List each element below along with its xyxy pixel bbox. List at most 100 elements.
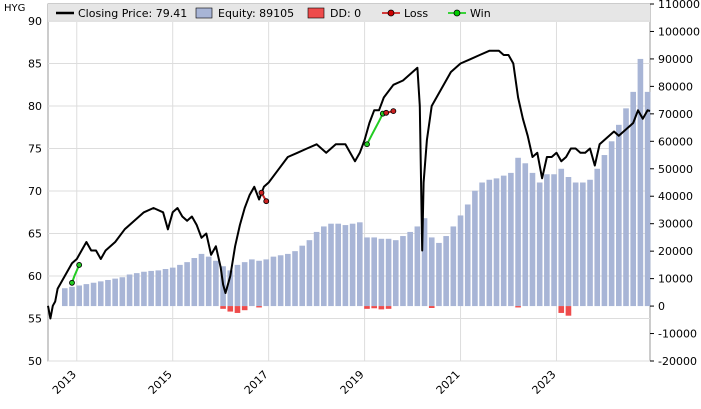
- right-tick-label: 100000: [658, 25, 700, 38]
- right-tick-label: 60000: [658, 135, 693, 148]
- legend-swatch-box: [307, 7, 325, 19]
- equity-bar: [205, 256, 212, 307]
- equity-bar: [213, 260, 219, 307]
- equity-bar: [544, 174, 550, 307]
- equity-bar: [529, 172, 536, 307]
- left-tick-label: 55: [28, 313, 42, 326]
- left-tick-label: 85: [28, 58, 42, 71]
- drawdown-bar: [515, 306, 521, 308]
- equity-bar: [486, 179, 493, 307]
- x-tick-label: 2013: [50, 368, 79, 397]
- equity-bar: [551, 174, 557, 307]
- left-tick-label: 90: [28, 15, 42, 28]
- equity-bar: [371, 237, 377, 307]
- equity-bar: [644, 91, 651, 307]
- drawdown-bar: [220, 306, 226, 309]
- equity-bar: [630, 91, 637, 307]
- legend-swatch-box: [195, 7, 213, 19]
- right-tick-label: 110000: [658, 0, 700, 11]
- loss-trade-marker: [263, 198, 270, 205]
- equity-bar: [450, 226, 457, 307]
- right-tick-label: -10000: [658, 328, 697, 341]
- equity-bar: [637, 58, 644, 307]
- equity-bar: [392, 240, 399, 307]
- left-tick-label: 75: [28, 143, 42, 156]
- equity-bar: [256, 260, 262, 307]
- equity-bars: [61, 58, 651, 307]
- equity-bar: [558, 168, 565, 307]
- equity-bar: [148, 270, 154, 307]
- equity-bar: [385, 238, 392, 307]
- equity-bar: [90, 282, 97, 307]
- legend-label-dd: DD: 0: [330, 7, 361, 20]
- equity-bar: [536, 182, 543, 307]
- equity-bar: [83, 284, 90, 307]
- equity-bar: [263, 259, 270, 307]
- x-tick-label: 2023: [530, 368, 559, 397]
- legend-swatch-marker: [387, 9, 395, 17]
- ticker-label: HYG: [4, 3, 25, 14]
- equity-bar: [105, 279, 111, 307]
- win-trade-marker: [69, 279, 75, 286]
- equity-bar: [436, 242, 442, 307]
- drawdown-bar: [378, 306, 385, 310]
- axes-layer: 50 55 60 65 70 75 80 85 90 2013 2015 2017 2019 2021 20…: [28, 0, 700, 397]
- equity-bar: [177, 264, 183, 307]
- equity-bar: [616, 124, 622, 307]
- loss-trade-marker: [390, 108, 397, 114]
- equity-bar: [227, 270, 234, 307]
- right-tick-label: 50000: [658, 163, 693, 176]
- equity-bar: [580, 182, 586, 307]
- drawdown-bar: [428, 306, 435, 308]
- equity-bar: [97, 281, 104, 307]
- right-tick-label: 40000: [658, 190, 693, 203]
- equity-bar: [572, 182, 579, 307]
- equity-bar: [169, 267, 176, 307]
- equity-bar: [313, 231, 320, 307]
- equity-bar: [198, 253, 205, 307]
- equity-bar: [587, 179, 593, 307]
- equity-bar: [249, 259, 255, 307]
- right-tick-label: 0: [658, 300, 665, 313]
- equity-bar: [321, 226, 327, 307]
- equity-bar: [601, 155, 608, 307]
- equity-bar: [407, 231, 413, 307]
- equity-bar: [356, 222, 363, 307]
- win-trade-marker: [76, 262, 83, 268]
- equity-bar: [349, 223, 356, 307]
- legend-label-loss: Loss: [404, 7, 428, 20]
- win-trade-marker: [364, 141, 370, 148]
- equity-bar: [378, 238, 385, 307]
- drawdown-bar: [234, 306, 241, 313]
- equity-bar: [69, 286, 75, 307]
- equity-bar: [277, 255, 284, 307]
- drawdown-bar: [241, 306, 248, 311]
- left-tick-label: 50: [28, 355, 42, 368]
- drawdown-bar: [558, 306, 565, 313]
- right-tick-label: 30000: [658, 218, 693, 231]
- right-tick-label: 90000: [658, 53, 693, 66]
- equity-bar: [414, 226, 421, 307]
- equity-bar: [522, 163, 529, 307]
- equity-bar: [335, 223, 342, 307]
- legend-swatch-marker: [453, 9, 461, 17]
- right-tick-label: 70000: [658, 108, 693, 121]
- right-tick-label: -20000: [658, 355, 697, 368]
- equity-bar: [443, 236, 449, 307]
- x-tick-label: 2021: [434, 368, 463, 397]
- equity-bar: [184, 262, 190, 307]
- equity-bar: [508, 172, 514, 307]
- equity-bar: [594, 168, 601, 307]
- left-tick-label: 65: [28, 228, 42, 241]
- legend-label-equity: Equity: 89105: [218, 7, 294, 20]
- equity-bar: [428, 237, 435, 307]
- equity-bar: [493, 178, 500, 307]
- equity-bar: [464, 204, 471, 307]
- x-tick-label: 2017: [242, 368, 271, 397]
- equity-bar: [126, 274, 133, 307]
- legend: Closing Price: 79.41 Equity: 89105 DD: 0 Lo…: [56, 7, 491, 20]
- equity-bar: [479, 182, 485, 307]
- equity-bar: [400, 236, 406, 307]
- equity-bar: [364, 237, 370, 307]
